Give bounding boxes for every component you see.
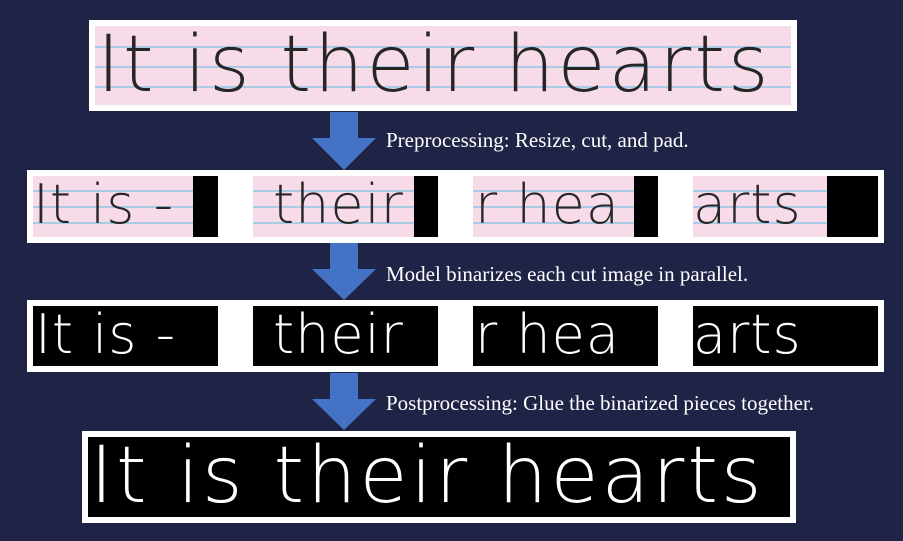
- original-image-frame: It is their hearts: [89, 20, 797, 111]
- cut-piece-2-padding: [414, 176, 438, 237]
- result-text: It is their hearts: [90, 437, 765, 517]
- step-caption-preprocess: Preprocessing: Resize, cut, and pad.: [386, 128, 689, 152]
- binarized-piece-3: r hea: [473, 306, 658, 366]
- down-arrow-icon: [312, 243, 376, 300]
- cut-piece-4-padding: [827, 176, 878, 237]
- binarized-piece-2-text: their: [273, 306, 404, 366]
- original-handwriting-image: It is their hearts: [95, 26, 791, 105]
- result-image-frame: It is their hearts: [82, 431, 796, 523]
- down-arrow-icon: [312, 373, 376, 430]
- cut-piece-3-text: r hea: [475, 176, 620, 236]
- cut-piece-4: arts: [693, 176, 878, 237]
- cut-piece-3-padding: [634, 176, 658, 237]
- down-arrow-icon: [312, 112, 376, 170]
- binarized-piece-3-text: r hea: [475, 306, 620, 366]
- cut-piece-1-padding: [193, 176, 218, 237]
- cut-piece-2: their: [253, 176, 438, 237]
- binarized-piece-4: arts: [693, 306, 878, 366]
- binarized-piece-1-text: It is -: [35, 306, 177, 366]
- cut-piece-1-text: It is -: [33, 176, 175, 236]
- binarized-piece-4-text: arts: [693, 306, 802, 366]
- binarized-piece-1: It is -: [33, 306, 218, 366]
- binarized-piece-2: their: [253, 306, 438, 366]
- cut-piece-2-text: their: [273, 176, 404, 236]
- cut-piece-4-text: arts: [693, 176, 802, 236]
- step-caption-postprocess: Postprocessing: Glue the binarized piece…: [386, 391, 815, 415]
- result-binarized-image: It is their hearts: [88, 437, 790, 517]
- cut-piece-3: r hea: [473, 176, 658, 237]
- cut-piece-1: It is -: [33, 176, 218, 237]
- cut-pieces-frame: It is - their r hea arts: [27, 170, 884, 243]
- binarized-pieces-frame: It is - their r hea arts: [27, 300, 884, 372]
- original-text: It is their hearts: [97, 26, 772, 105]
- step-caption-binarize: Model binarizes each cut image in parall…: [386, 262, 749, 286]
